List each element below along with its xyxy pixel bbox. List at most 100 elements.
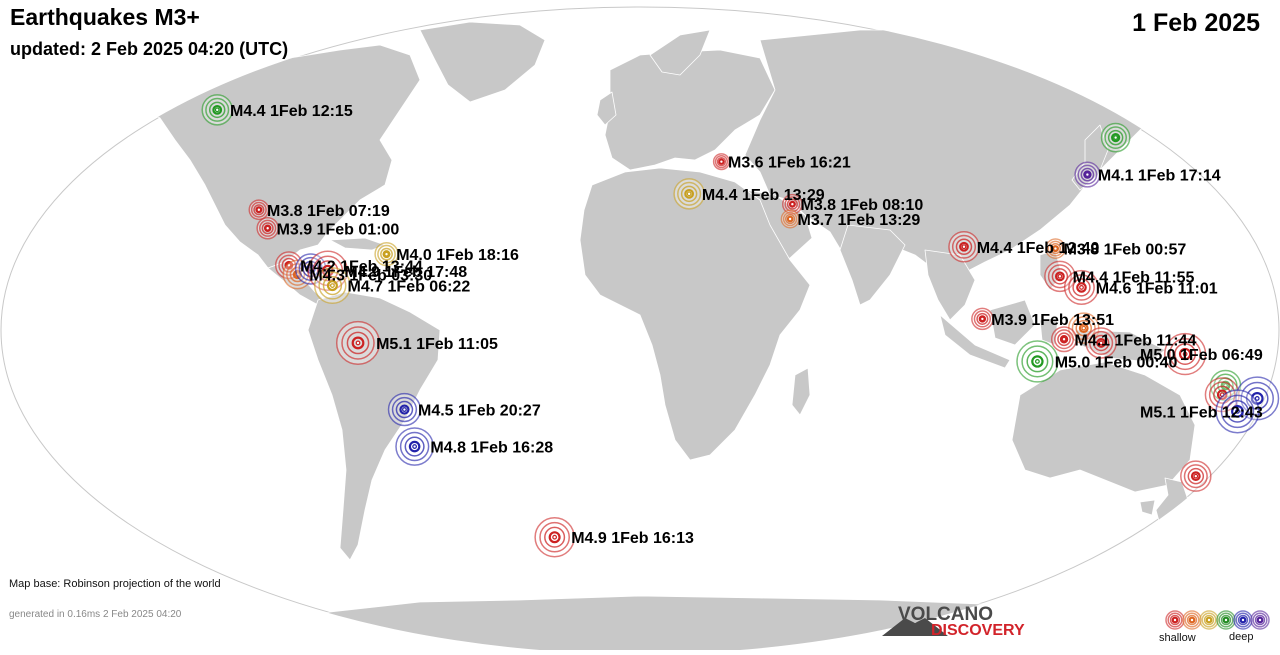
- quake-ring: [1047, 240, 1064, 257]
- earthquake-label[interactable]: M4.5 1Feb 20:27: [418, 403, 541, 420]
- earthquake-label[interactable]: M3.8 1Feb 07:19: [267, 203, 390, 220]
- earthquake-marker[interactable]: [294, 253, 327, 285]
- earthquake-label[interactable]: M4.1 1Feb 11:44: [1075, 332, 1197, 349]
- quake-center-dot: [979, 316, 985, 322]
- earthquake-marker[interactable]: [256, 217, 279, 240]
- earthquake-label[interactable]: M4.9 1Feb 17:48: [344, 264, 467, 281]
- earthquake-label[interactable]: M5.0 1Feb 06:49: [1140, 347, 1263, 364]
- earthquake-label[interactable]: M4.8 1Feb 16:28: [430, 440, 553, 457]
- earthquake-label[interactable]: M3.9 1Feb 01:00: [277, 221, 400, 238]
- quake-ring: [1187, 467, 1205, 485]
- earthquake-label[interactable]: M4.1 1Feb 17:14: [1098, 168, 1221, 185]
- legend-depth-ring[interactable]: [1165, 610, 1185, 630]
- legend-shallow-label: shallow: [1159, 632, 1196, 644]
- earthquake-label[interactable]: M4.7 1Feb 06:22: [348, 279, 471, 296]
- legend-depth-ring[interactable]: [1250, 610, 1270, 630]
- earthquake-labels: M4.4 1Feb 12:15 M3.6 1Feb 16:21 M4.1 1Feb …: [230, 103, 1263, 547]
- quake-ring: [1231, 405, 1244, 418]
- south-america: [307, 291, 441, 561]
- quake-ring: [1096, 338, 1107, 348]
- earthquake-marker[interactable]: [1045, 238, 1066, 259]
- earthquake-label[interactable]: M3.8 1Feb 00:57: [1064, 242, 1187, 259]
- borneo: [989, 299, 1036, 346]
- legend-depth-ring[interactable]: [1216, 610, 1236, 630]
- earthquake-marker[interactable]: [780, 209, 800, 229]
- quake-ring: [341, 326, 375, 360]
- legend-depth-ring[interactable]: [1233, 610, 1253, 630]
- earthquake-label[interactable]: M4.9 1Feb 16:13: [571, 530, 694, 547]
- earthquake-markers: [201, 94, 1280, 558]
- quake-ring: [1235, 612, 1251, 628]
- earthquake-marker[interactable]: [1215, 389, 1260, 434]
- quake-ring: [976, 312, 989, 325]
- quake-ring: [784, 213, 796, 225]
- earthquake-label[interactable]: M4.4 1Feb 11:55: [1073, 269, 1195, 286]
- quake-ring: [1218, 612, 1234, 628]
- quake-ring: [1054, 271, 1065, 282]
- earthquake-label[interactable]: M5.1 1Feb 11:05: [376, 336, 498, 353]
- volcano-discovery-logo[interactable]: VOLCANO DISCOVERY: [882, 604, 1025, 639]
- earthquake-marker[interactable]: [201, 94, 233, 126]
- earthquake-marker[interactable]: [395, 427, 434, 466]
- quake-ring: [714, 155, 729, 169]
- earthquake-marker[interactable]: [1016, 340, 1059, 383]
- quake-center-dot: [1172, 617, 1178, 623]
- quake-center-dot: [1182, 351, 1188, 357]
- quake-ring: [322, 275, 343, 296]
- earthquake-marker[interactable]: [971, 307, 994, 331]
- legend-depth-ring[interactable]: [1182, 610, 1202, 630]
- earthquake-marker[interactable]: [313, 267, 351, 305]
- legend-depth-ring[interactable]: [1199, 610, 1219, 630]
- earthquake-marker[interactable]: [673, 178, 705, 210]
- earthquake-marker[interactable]: [948, 231, 980, 263]
- earthquake-label[interactable]: M4.0 1Feb 18:16: [396, 247, 519, 264]
- earthquake-label[interactable]: M5.0 1Feb 00:40: [1055, 354, 1178, 371]
- earthquake-label[interactable]: M3.6 1Feb 16:21: [728, 155, 851, 172]
- earthquake-marker[interactable]: [248, 199, 270, 221]
- quake-ring: [539, 521, 570, 553]
- quake-ring: [1169, 338, 1202, 371]
- quake-center-dot: [256, 207, 262, 213]
- earthquake-marker[interactable]: [1163, 332, 1207, 376]
- earthquake-label[interactable]: M4.4 1Feb 12:40: [977, 240, 1100, 257]
- earthquake-marker[interactable]: [534, 516, 575, 558]
- earthquake-label[interactable]: M4.4 1Feb 12:15: [230, 103, 353, 120]
- quake-center-dot: [412, 444, 418, 449]
- earthquake-marker[interactable]: [1063, 269, 1100, 306]
- earthquake-marker[interactable]: [1204, 377, 1240, 413]
- earthquake-marker[interactable]: [1180, 460, 1212, 492]
- earthquake-marker[interactable]: [782, 193, 803, 215]
- earthquake-marker[interactable]: [712, 153, 730, 171]
- earthquake-marker[interactable]: [1235, 376, 1280, 421]
- quake-center-dot: [1061, 336, 1067, 342]
- earthquake-label[interactable]: M3.9 1Feb 13:51: [991, 312, 1114, 329]
- earthquake-marker[interactable]: [335, 320, 381, 366]
- earthquake-marker[interactable]: [1100, 122, 1131, 153]
- quake-center-dot: [330, 283, 335, 289]
- quake-ring: [326, 280, 338, 292]
- quake-ring: [1220, 614, 1232, 626]
- earthquake-marker[interactable]: [1050, 326, 1078, 353]
- earthquake-marker[interactable]: [1085, 327, 1117, 359]
- earthquake-marker[interactable]: [1074, 161, 1101, 188]
- quake-ring: [1252, 612, 1268, 628]
- earthquake-label[interactable]: M4.4 1Feb 13:29: [702, 187, 825, 204]
- quake-ring: [1174, 343, 1197, 365]
- quake-ring: [1169, 614, 1181, 626]
- quake-ring: [1083, 170, 1092, 179]
- earthquake-label[interactable]: M3.7 1Feb 13:29: [798, 212, 921, 229]
- earthquake-marker[interactable]: [307, 250, 349, 292]
- earthquake-label[interactable]: M4.3 1Feb 03:30: [309, 268, 432, 285]
- earthquake-label[interactable]: M4.6 1Feb 11:01: [1096, 280, 1218, 297]
- madagascar: [791, 367, 811, 416]
- earthquake-marker[interactable]: [374, 242, 399, 267]
- earthquake-marker[interactable]: [387, 392, 422, 427]
- india: [839, 224, 906, 306]
- quake-center-dot: [1189, 617, 1195, 623]
- earthquake-label[interactable]: M4.2 1Feb 13:44: [300, 258, 423, 275]
- earthquake-label[interactable]: M5.1 1Feb 12:43: [1140, 404, 1263, 421]
- quake-ring: [318, 271, 347, 300]
- tasmania: [1139, 499, 1156, 516]
- quake-ring: [1059, 335, 1069, 344]
- earthquake-label[interactable]: M3.8 1Feb 08:10: [801, 197, 924, 214]
